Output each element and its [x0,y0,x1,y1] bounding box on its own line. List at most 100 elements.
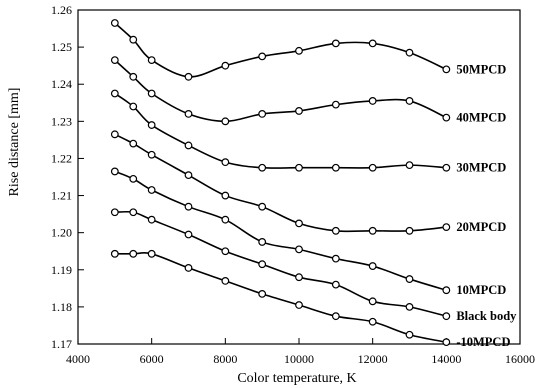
data-point [368,97,377,105]
x-tick-label: 10000 [284,352,314,366]
data-point [184,72,193,81]
data-point [129,102,138,111]
y-tick-label: 1.25 [51,40,72,54]
series-label: 30MPCD [456,161,506,175]
y-tick-label: 1.18 [51,300,72,314]
series-1: 50MPCD [110,19,506,81]
x-tick-label: 8000 [213,352,237,366]
data-point [331,280,340,289]
series-label: 40MPCD [456,111,506,125]
y-tick-label: 1.20 [51,226,72,240]
data-point [221,117,230,126]
y-tick-label: 1.23 [51,114,72,128]
data-point [184,110,193,118]
data-point [147,249,156,258]
data-point [368,163,377,172]
data-point [368,317,377,326]
data-point [295,273,303,282]
data-point [331,100,340,109]
data-point [295,301,303,309]
series-line [114,59,447,123]
data-point [331,226,340,235]
data-point [147,215,156,224]
data-point [184,202,193,211]
data-point [129,35,138,44]
series-label: Black body [456,309,517,323]
x-tick-label: 14000 [431,352,461,366]
y-tick-label: 1.22 [51,151,72,165]
data-point [258,202,267,211]
x-axis-title: Color temperature, K [237,371,356,386]
y-tick-label: 1.26 [51,3,72,17]
data-point [184,230,193,239]
data-point [184,264,193,272]
data-point [295,163,303,172]
data-point [405,275,414,283]
data-point [405,302,414,311]
data-point [368,39,377,48]
data-point [110,249,119,258]
axes: 4000 6000 8000 10000 12000 14000 16000 1.17 1.18… [51,3,535,366]
data-point [405,161,414,170]
data-point [221,191,230,200]
data-point [331,312,340,321]
data-point [258,163,267,172]
data-point [129,139,138,148]
data-point [405,330,414,339]
series-7: -10MPCD [110,249,510,349]
data-point [368,297,377,306]
data-point [258,52,267,61]
data-point [295,46,303,55]
x-tick-label: 12000 [358,352,388,366]
series-label: -10MPCD [456,335,510,349]
series-label: 20MPCD [456,220,506,234]
data-point [110,56,119,64]
data-point [147,121,156,129]
data-point [221,215,230,224]
y-tick-label: 1.17 [51,337,72,351]
data-point [368,226,377,235]
data-point [110,208,119,217]
data-point [331,254,340,263]
data-point [442,113,451,122]
y-axis-title: Rise distance [mm] [7,88,22,197]
data-point [221,158,230,167]
data-point [442,338,451,347]
data-point [147,89,156,98]
data-point [110,167,119,176]
data-point [221,247,230,256]
series-line [114,210,447,317]
data-point [368,262,377,270]
plot-frame [77,9,521,345]
data-point [129,249,138,258]
data-point [147,186,156,194]
data-point [184,141,193,150]
data-point [442,65,451,74]
data-point [147,56,156,64]
x-tick-label: 6000 [140,352,164,366]
data-point [258,238,267,246]
data-point [442,286,451,295]
data-point [147,150,156,159]
data-point [442,163,451,172]
data-point [110,19,119,27]
data-point [405,97,414,105]
series-line [114,22,447,78]
series-layer: 50MPCD 40MPCD 30MPCD 20MPCD 10MPCD Black body… [110,19,517,349]
data-point [405,48,414,57]
x-tick-label: 16000 [505,352,535,366]
series-label: 10MPCD [456,283,506,297]
series-4: 20MPCD [110,130,506,235]
data-point [221,277,230,285]
series-5: 10MPCD [110,167,506,297]
series-line [114,133,447,233]
series-6: Black body [110,208,517,323]
x-tick-label: 4000 [66,352,90,366]
data-point [405,226,414,235]
series-3: 30MPCD [110,89,506,175]
data-point [295,107,303,115]
y-tick-label: 1.19 [51,263,72,277]
data-point [442,312,451,321]
data-point [331,39,340,48]
